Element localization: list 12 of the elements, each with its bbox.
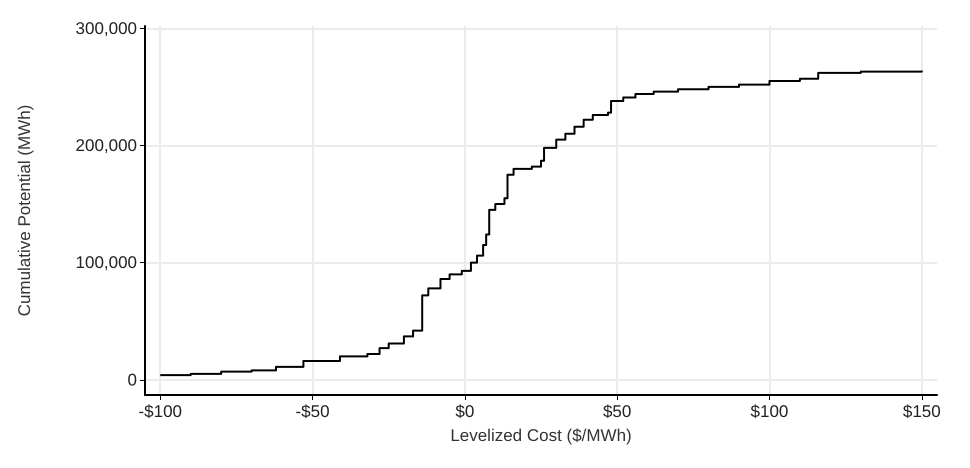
x-tick-label: $0 xyxy=(455,402,474,421)
x-tick-label: -$100 xyxy=(138,402,182,421)
y-tick-label: 0 xyxy=(128,370,137,390)
x-tick-label: -$50 xyxy=(296,402,330,421)
x-axis-title: Levelized Cost ($/MWh) xyxy=(450,426,632,445)
y-tick-label: 200,000 xyxy=(76,136,137,155)
x-tick-label: $150 xyxy=(902,402,941,421)
x-tick-label: $50 xyxy=(602,402,632,421)
x-tick-label: $100 xyxy=(750,402,788,421)
y-axis-title: Cumulative Potential (MWh) xyxy=(15,104,34,316)
y-tick-label: 300,000 xyxy=(76,18,137,38)
y-tick-label: 100,000 xyxy=(76,253,137,272)
